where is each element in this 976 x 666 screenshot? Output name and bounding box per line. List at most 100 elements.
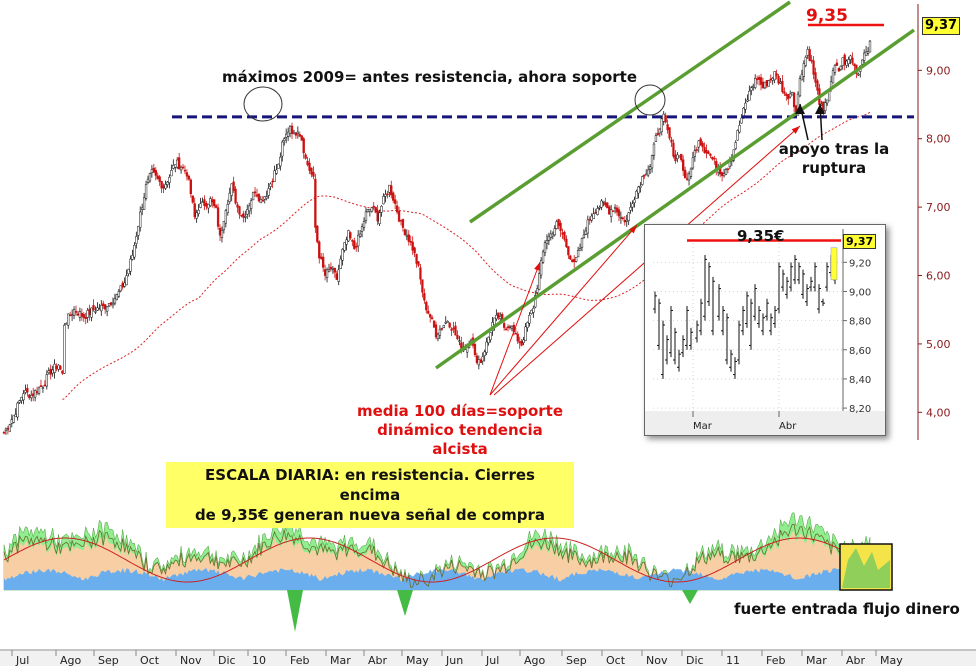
candle-body [744, 102, 747, 110]
candle-body [608, 206, 611, 215]
candle-body [251, 191, 255, 201]
inset-bg [645, 225, 885, 435]
inset-x-band [645, 411, 885, 435]
circle-2009-max [243, 86, 283, 122]
candle-body [664, 115, 667, 123]
max-2009-annotation: máximos 2009= antes resistencia, ahora s… [222, 68, 638, 86]
candle-body [390, 185, 393, 196]
candle-body [323, 269, 327, 276]
candle-body [24, 390, 27, 393]
y-axis: 4,00 5,00 6,00 7,00 8,00 9,00 [918, 64, 951, 419]
candle-body [51, 369, 54, 374]
candle-body [107, 303, 111, 307]
candle-body [645, 173, 648, 176]
candle-body [213, 199, 216, 207]
candle-body [211, 199, 214, 203]
candle-body [757, 76, 761, 80]
candle-body [520, 340, 523, 346]
annotation-line-2: dinámico tendencia alcista [377, 421, 543, 458]
candle-body [16, 402, 19, 418]
candle-body [137, 226, 140, 236]
candle-body [154, 170, 157, 176]
candle-body [611, 210, 615, 212]
candle-body [80, 313, 83, 317]
candle-body [771, 78, 774, 81]
candle-body [76, 313, 80, 316]
candle-body [750, 87, 753, 91]
candle-body [508, 326, 512, 328]
candle-body [144, 184, 148, 199]
candle-body [553, 228, 556, 236]
candle-body [222, 220, 226, 231]
candle-body [203, 199, 206, 206]
candle-body [294, 132, 298, 136]
candle-body [351, 240, 354, 242]
oscillator-blue-area [4, 568, 870, 590]
candle-body [271, 180, 274, 183]
candle-body [578, 248, 582, 251]
candle-body [800, 73, 804, 81]
candle-body [826, 99, 829, 104]
candle-body [685, 178, 689, 180]
candle-body [588, 219, 591, 221]
candle-body [197, 209, 200, 214]
candle-body [853, 63, 856, 67]
candle-body [709, 153, 712, 156]
candle-body [557, 219, 560, 226]
candle-body [596, 208, 599, 215]
candle-body [551, 233, 554, 237]
candle-body [10, 419, 13, 424]
channel-lower-line [434, 28, 916, 370]
oscillator-negative-dip [682, 590, 698, 604]
candle-body [35, 391, 39, 394]
candle-body [641, 176, 644, 185]
candle-body [201, 201, 204, 203]
candle-body [615, 207, 619, 213]
candle-body [146, 178, 150, 183]
candle-body [419, 267, 422, 280]
candle-body [736, 130, 739, 141]
x-tick-label: Oct [606, 654, 626, 666]
candle-body [403, 229, 407, 236]
candle-body [226, 203, 229, 213]
candle-body [763, 81, 767, 89]
candle-body [835, 62, 839, 66]
candle-body [345, 239, 348, 245]
x-tick-label: Mar [806, 654, 827, 666]
candle-body [522, 339, 525, 343]
y-tick-label: 5,00 [926, 338, 951, 351]
candle-body [72, 309, 76, 316]
candle-body [643, 174, 646, 177]
candle-body [168, 176, 171, 183]
candle-body [12, 415, 15, 423]
candle-body [407, 234, 410, 242]
candle-body [281, 141, 284, 157]
x-tick-label: Sep [566, 654, 587, 666]
candle-body [335, 273, 338, 280]
candle-body [650, 155, 654, 169]
x-tick-label: Dic [686, 654, 704, 666]
candle-body [627, 212, 630, 221]
candle-body [633, 199, 636, 204]
candle-body [401, 218, 405, 228]
candle-body [734, 142, 737, 149]
candle-body [561, 232, 564, 235]
x-tick-label: Jun [445, 654, 463, 666]
candle-body [20, 397, 23, 402]
candle-body [639, 185, 642, 188]
candle-body [244, 216, 247, 218]
candle-body [327, 269, 331, 272]
candle-body [536, 288, 539, 293]
candle-body [726, 168, 730, 170]
candle-body [571, 259, 574, 262]
candle-body [105, 306, 109, 312]
candle-body [837, 68, 841, 72]
x-tick-label: May [880, 654, 903, 666]
candle-body [98, 308, 101, 311]
x-tick-label: 10 [252, 654, 266, 666]
candle-body [534, 295, 537, 308]
candle-body [288, 125, 292, 134]
oscillator-red-line [3, 537, 871, 583]
candle-body [440, 328, 444, 330]
money-flow-annotation: fuerte entrada flujo dinero [734, 600, 960, 618]
